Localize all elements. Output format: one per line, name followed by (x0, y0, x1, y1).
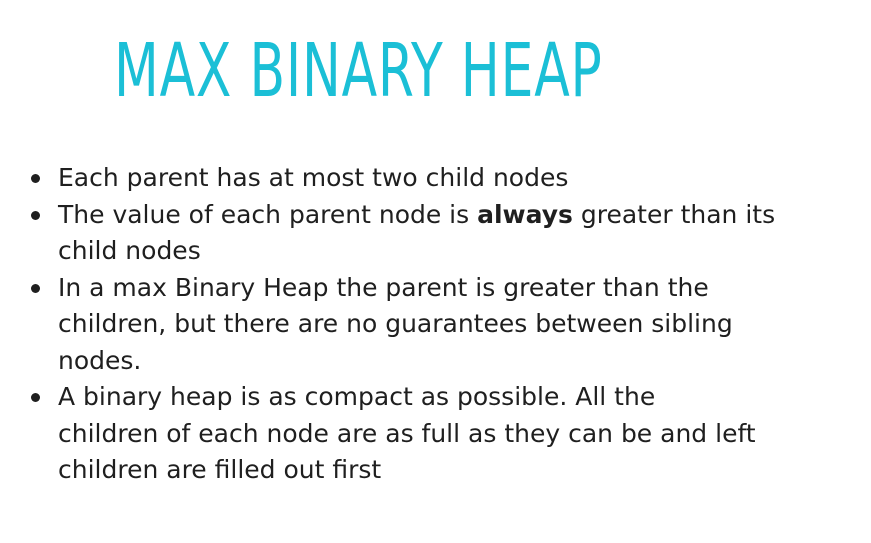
bullet-item: The value of each parent node is always … (28, 197, 798, 270)
bullet-text: In a max Binary Heap the parent is great… (58, 272, 733, 375)
bullet-dot-icon (31, 393, 40, 402)
bullet-text-emphasis: always (477, 199, 573, 229)
bullet-text: The value of each parent node is always … (58, 200, 775, 266)
bullet-item: Each parent has at most two child nodes (28, 160, 763, 197)
bullet-text-before: The value of each parent node is (58, 199, 478, 229)
bullet-item: A binary heap is as compact as possible.… (28, 379, 763, 489)
bullet-text-after: greater than its child nodes (58, 199, 776, 266)
bullet-list: Each parent has at most two child nodes … (28, 160, 788, 489)
bullet-dot-icon (31, 283, 40, 293)
bullet-dot-icon (31, 210, 40, 220)
bullet-item: In a max Binary Heap the parent is great… (28, 270, 763, 380)
bullet-text: Each parent has at most two child nodes (58, 163, 569, 192)
bullet-text: A binary heap is as compact as possible.… (58, 382, 756, 484)
slide-title: MAX BINARY HEAP (114, 28, 603, 114)
bullet-dot-icon (31, 174, 40, 183)
